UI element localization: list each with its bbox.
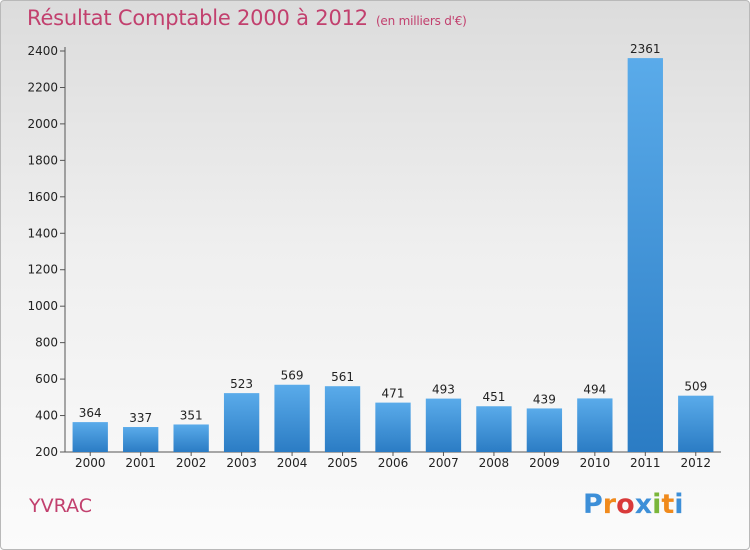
y-tick-label: 1600	[27, 190, 58, 204]
x-tick-label: 2003	[226, 456, 257, 470]
bar-value-label: 451	[482, 390, 505, 404]
x-tick-label: 2008	[479, 456, 510, 470]
y-tick-label: 1400	[27, 226, 58, 240]
bar-2011	[627, 58, 663, 452]
bar-value-label: 569	[281, 369, 304, 383]
chart-title: Résultat Comptable 2000 à 2012 (en millie…	[27, 6, 467, 30]
bar-2003	[223, 393, 260, 452]
y-tick-label: 800	[35, 336, 58, 350]
bar-value-label: 523	[230, 377, 253, 391]
bar-value-label: 351	[180, 408, 203, 422]
bar-value-label: 364	[79, 406, 102, 420]
bar-2002	[173, 424, 209, 452]
x-tick-label: 2012	[680, 456, 711, 470]
bar-2005	[324, 386, 361, 452]
bar-2012	[678, 395, 714, 452]
bar-value-label: 439	[533, 392, 556, 406]
y-tick-label: 1800	[27, 153, 58, 167]
bar-2000	[72, 422, 108, 452]
x-tick-label: 2004	[277, 456, 308, 470]
chart-axes: 200 400 600 800 1000 1200 1400 1600 1800 2000 2200…	[27, 44, 721, 470]
bar-2008	[476, 406, 512, 452]
x-tick-label: 2002	[176, 456, 207, 470]
bar-2001	[123, 427, 159, 452]
bar-value-label: 561	[331, 370, 354, 384]
logo-letter: i	[652, 489, 662, 520]
logo-letter: P	[583, 489, 603, 520]
bar-2007	[425, 398, 462, 452]
bar-value-label: 2361	[630, 42, 661, 56]
bar-2010	[577, 398, 613, 452]
bar-2004	[274, 384, 310, 452]
bar-value-label: 493	[432, 383, 455, 397]
x-tick-label: 2006	[378, 456, 409, 470]
bar-2006	[375, 402, 411, 452]
logo-letter: r	[602, 489, 617, 520]
bar-value-label: 509	[684, 380, 707, 394]
y-tick-label: 2400	[27, 44, 58, 58]
chart-title-text: Résultat Comptable 2000 à 2012	[27, 6, 368, 30]
x-tick-label: 2011	[630, 456, 661, 470]
x-tick-label: 2001	[125, 456, 156, 470]
bar-value-label: 494	[583, 382, 606, 396]
x-tick-label: 2007	[428, 456, 459, 470]
logo-letter: t	[661, 489, 675, 520]
bar-value-label: 471	[382, 387, 405, 401]
logo-letter: x	[634, 489, 653, 520]
y-tick-label: 2200	[27, 80, 58, 94]
chart-subtitle: (en milliers d'€)	[375, 14, 467, 28]
x-tick-label: 2005	[327, 456, 358, 470]
x-tick-label: 2000	[75, 456, 106, 470]
y-tick-label: 2000	[27, 117, 58, 131]
y-tick-label: 600	[35, 372, 58, 386]
chart-bars: 364 337 351 523 569 561 471 493 451 439 494 2361 509	[72, 42, 714, 452]
y-tick-label: 1000	[27, 299, 58, 313]
place-name: YVRAC	[29, 495, 92, 517]
logo-letter: i	[674, 489, 684, 520]
bar-2009	[526, 408, 563, 452]
x-tick-label: 2009	[529, 456, 560, 470]
y-tick-label: 400	[35, 409, 58, 423]
logo-letter: o	[616, 489, 635, 520]
proxiti-logo: Proxiti	[583, 489, 684, 520]
x-tick-label: 2010	[580, 456, 611, 470]
bar-value-label: 337	[129, 411, 152, 425]
y-tick-label: 1200	[27, 263, 58, 277]
y-tick-label: 200	[35, 445, 58, 459]
